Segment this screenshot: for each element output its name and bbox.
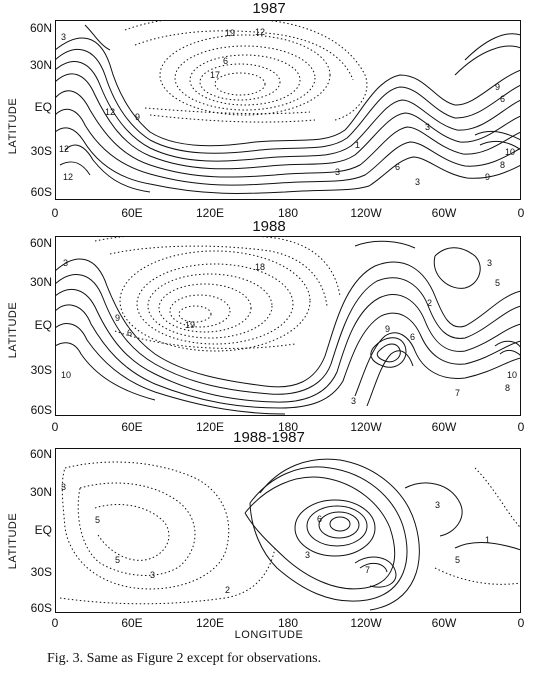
y-tick-60n: 60N bbox=[29, 447, 52, 461]
x-tick: 0 bbox=[517, 616, 525, 630]
contour-label: 3 bbox=[305, 550, 310, 560]
plot-frame bbox=[55, 20, 521, 200]
contour-label: 9 bbox=[495, 82, 500, 92]
x-tick: 60E bbox=[121, 420, 143, 434]
contour-label: 9 bbox=[115, 313, 120, 323]
contour-label: 12 bbox=[255, 27, 265, 37]
contour-label: 10 bbox=[61, 370, 71, 380]
contour-label: 5 bbox=[115, 555, 120, 565]
y-tick-30s: 30S bbox=[30, 363, 52, 377]
x-tick: 0 bbox=[51, 420, 59, 434]
contour-label: 7 bbox=[365, 565, 370, 575]
contour-label: 3 bbox=[351, 396, 356, 406]
contour-label: 10 bbox=[507, 370, 517, 380]
contour-label: 7 bbox=[455, 388, 460, 398]
x-tick: 180 bbox=[277, 616, 299, 630]
contour-label: 12 bbox=[59, 144, 69, 154]
contour-label: 6 bbox=[395, 162, 400, 172]
figure-caption: Fig. 3. Same as Figure 2 except for obse… bbox=[47, 651, 322, 666]
panel-title: 1987 bbox=[252, 0, 286, 17]
plot-frame bbox=[55, 448, 521, 613]
contour-label: 3 bbox=[335, 167, 340, 177]
contour-label: 9 bbox=[135, 112, 140, 122]
contour-label: 3 bbox=[61, 482, 66, 492]
x-tick: 120W bbox=[350, 616, 382, 630]
contour-label: 12 bbox=[105, 107, 115, 117]
contour-label: 3 bbox=[61, 32, 66, 42]
contour-label: 5 bbox=[95, 515, 100, 525]
contour-plot-difference: 3 5 2 3 5 6 7 3 1 3 5 bbox=[59, 458, 521, 611]
x-tick: 0 bbox=[51, 616, 59, 630]
x-tick: 60E bbox=[121, 616, 143, 630]
contour-label: 2 bbox=[427, 298, 432, 308]
x-tick: 120E bbox=[195, 616, 225, 630]
contour-label: 10 bbox=[505, 147, 515, 157]
y-tick-60n: 60N bbox=[29, 21, 52, 35]
x-tick: 120W bbox=[350, 206, 382, 220]
y-tick-30s: 30S bbox=[30, 144, 52, 158]
y-tick-eq: EQ bbox=[34, 318, 52, 332]
contour-label: 6 bbox=[223, 56, 228, 66]
x-tick: 120E bbox=[195, 206, 225, 220]
contour-label: 18 bbox=[255, 262, 265, 272]
y-tick-eq: EQ bbox=[34, 100, 52, 114]
contour-label: 3 bbox=[415, 177, 420, 187]
y-tick-30n: 30N bbox=[29, 58, 52, 72]
contour-label: 3 bbox=[487, 258, 492, 268]
y-tick-30n: 30N bbox=[29, 275, 52, 289]
contour-label: 6 bbox=[127, 328, 132, 338]
contour-label: 8 bbox=[500, 160, 505, 170]
y-tick-30n: 30N bbox=[29, 485, 52, 499]
contour-label: 6 bbox=[500, 94, 505, 104]
contour-label: 9 bbox=[385, 324, 390, 334]
contour-label: 12 bbox=[63, 172, 73, 182]
x-tick: 0 bbox=[51, 206, 59, 220]
contour-label: 17 bbox=[210, 70, 220, 80]
contour-label: 19 bbox=[185, 320, 195, 330]
y-tick-60s: 60S bbox=[30, 403, 52, 417]
contour-label: 3 bbox=[63, 258, 68, 268]
contour-plot-1988: 3 10 18 19 9 6 9 6 3 5 2 8 7 10 3 bbox=[55, 236, 521, 415]
y-tick-60s: 60S bbox=[30, 601, 52, 615]
y-tick-60n: 60N bbox=[29, 236, 52, 250]
x-tick: 60W bbox=[431, 616, 457, 630]
x-axis-label: LONGITUDE bbox=[234, 629, 304, 641]
contour-label: 3 bbox=[150, 570, 155, 580]
contour-label: 2 bbox=[225, 585, 230, 595]
contour-label: 6 bbox=[317, 514, 322, 524]
x-tick: 120E bbox=[195, 420, 225, 434]
y-tick-60s: 60S bbox=[30, 185, 52, 199]
panel-title: 1988 bbox=[252, 218, 286, 235]
contour-label: 8 bbox=[505, 383, 510, 393]
y-tick-30s: 30S bbox=[30, 565, 52, 579]
x-tick: 60E bbox=[121, 206, 143, 220]
x-tick: 60W bbox=[431, 206, 457, 220]
contour-label: 3 bbox=[435, 500, 440, 510]
x-tick: 60W bbox=[431, 420, 457, 434]
contour-label: 6 bbox=[410, 332, 415, 342]
y-tick-eq: EQ bbox=[34, 523, 52, 537]
contour-label: 1 bbox=[485, 535, 490, 545]
contour-label: 3 bbox=[425, 122, 430, 132]
x-tick: 0 bbox=[517, 420, 525, 434]
x-tick: 120W bbox=[350, 420, 382, 434]
contour-plot-1987: 3 12 19 12 17 6 9 12 9 6 3 1 3 6 9 12 10… bbox=[55, 20, 521, 194]
panel-title: 1988-1987 bbox=[233, 429, 305, 446]
x-tick: 180 bbox=[277, 420, 299, 434]
contour-label: 9 bbox=[485, 172, 490, 182]
contour-label: 1 bbox=[355, 140, 360, 150]
contour-label: 5 bbox=[455, 555, 460, 565]
contour-label: 5 bbox=[495, 278, 500, 288]
contour-label: 19 bbox=[225, 28, 235, 38]
x-tick: 180 bbox=[277, 206, 299, 220]
plot-frame bbox=[55, 236, 521, 416]
x-tick: 0 bbox=[517, 206, 525, 220]
